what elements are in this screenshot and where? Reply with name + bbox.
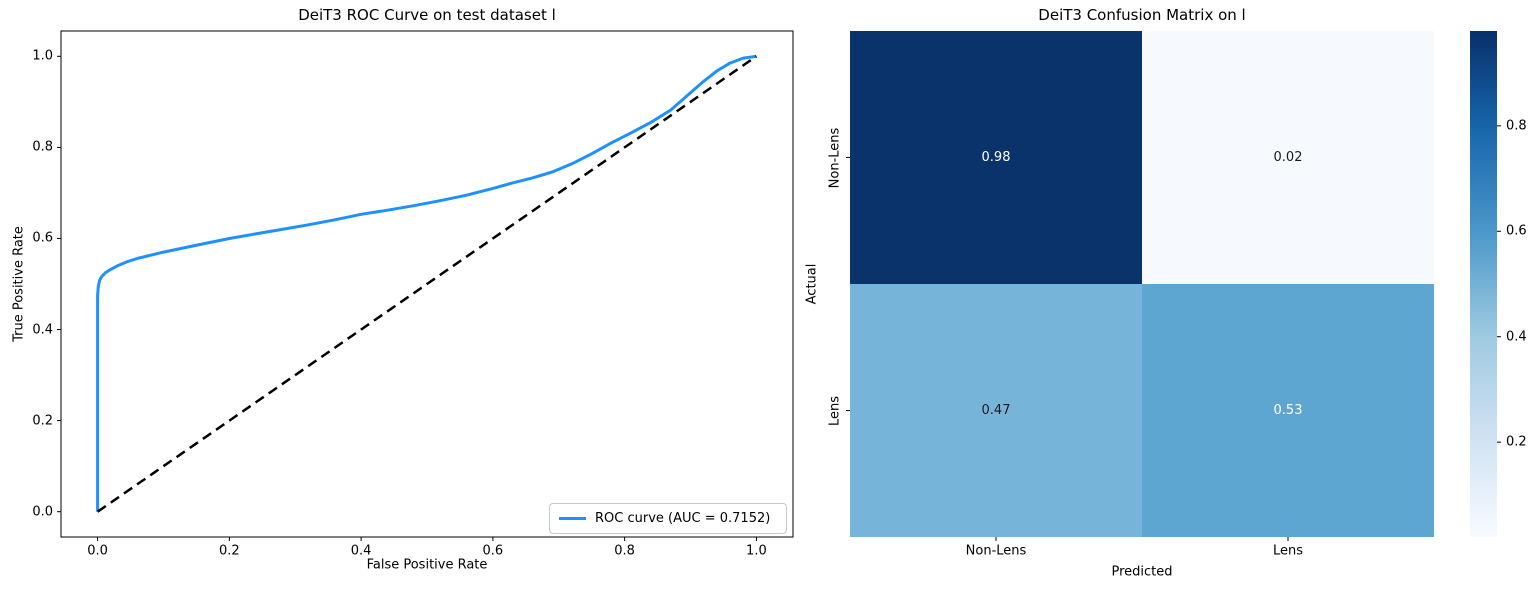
roc-x-tick-label: 0.4: [350, 543, 372, 559]
cm-cell-non-lens-lens: 0.02: [1142, 31, 1434, 284]
roc-y-tick-label: 0.4: [32, 322, 53, 338]
roc-y-tick-label: 0.0: [32, 504, 53, 520]
roc-yaxis-label: True Positive Rate: [11, 226, 27, 342]
roc-y-tick-label: 0.6: [32, 230, 53, 246]
colorbar-tick-label: 0.6: [1506, 223, 1527, 239]
roc-y-tick-label: 1.0: [32, 48, 53, 64]
cm-x-tick-label: Non-Lens: [965, 543, 1027, 559]
colorbar: [1470, 31, 1497, 537]
chance-diagonal-line: [96, 55, 758, 513]
roc-x-tick-label: 1.0: [746, 543, 767, 559]
cm-xaxis-label: Predicted: [1111, 564, 1173, 580]
roc-x-tick-label: 0.6: [482, 543, 504, 559]
roc-x-tick-label: 0.8: [614, 543, 635, 559]
roc-x-tick-label: 0.0: [87, 543, 108, 559]
roc-curve-line: [96, 54, 757, 512]
cm-plot-title: DeiT3 Confusion Matrix on l: [1038, 6, 1246, 24]
roc-xaxis-label: False Positive Rate: [366, 557, 488, 573]
roc-x-tick-label: 0.2: [219, 543, 240, 559]
roc-curve-legend-line: [559, 517, 586, 520]
cm-y-tick-label: Non-Lens: [827, 127, 843, 188]
cm-cell-non-lens-non-lens: 0.98: [850, 31, 1142, 284]
roc-y-tick-label: 0.8: [32, 139, 53, 155]
roc-legend-label: ROC curve (AUC = 0.7152): [595, 511, 771, 526]
cm-y-tick-label: Lens: [827, 395, 843, 426]
roc-plot-title: DeiT3 ROC Curve on test dataset l: [298, 6, 556, 24]
cm-yaxis-label: Actual: [804, 263, 820, 305]
roc-axes-spines: [60, 30, 794, 538]
roc-legend: ROC curve (AUC = 0.7152): [549, 503, 787, 534]
cm-cell-lens-lens: 0.53: [1142, 284, 1434, 537]
cm-x-tick-label: Lens: [1272, 543, 1304, 559]
roc-y-tick-label: 0.2: [32, 413, 53, 429]
cm-cell-lens-non-lens: 0.47: [850, 284, 1142, 537]
colorbar-tick-label: 0.8: [1506, 118, 1527, 134]
colorbar-tick-label: 0.4: [1506, 329, 1527, 345]
colorbar-tick-label: 0.2: [1506, 434, 1527, 450]
